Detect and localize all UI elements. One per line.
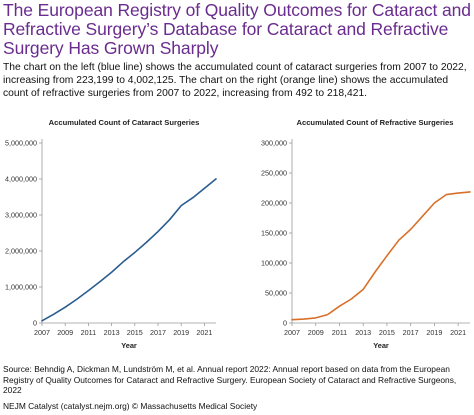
refractive-chart: Accumulated Count of Refractive Surgerie… [240,113,474,361]
chart-title: Accumulated Count of Cataract Surgeries [49,118,200,127]
series-line [291,191,471,321]
x-tick-label: 2021 [450,328,466,337]
series-line [41,178,217,322]
source-note: Source: Behndig A, Dickman M, Lundström … [3,364,457,396]
x-axis-label: Year [373,341,389,350]
x-tick-label: 2011 [81,328,96,337]
x-tick-label: 2017 [403,328,419,337]
y-tick-label: 0 [33,319,37,328]
x-tick-label: 2009 [57,328,73,337]
chart-title: Accumulated Count of Refractive Surgerie… [297,118,454,127]
x-tick-label: 2013 [355,328,371,337]
refractive-chart-svg: Accumulated Count of Refractive Surgerie… [261,118,471,350]
x-axis-label: Year [121,341,137,350]
x-tick-label: 2021 [196,328,212,337]
x-tick-label: 2013 [104,328,120,337]
y-tick-label: 1,000,000 [5,283,37,292]
x-tick-label: 2019 [426,328,442,337]
credit-line: NEJM Catalyst (catalyst.nejm.org) © Mass… [3,401,258,411]
y-tick-label: 3,000,000 [5,211,37,220]
y-tick-label: 2,000,000 [5,247,37,256]
y-tick-label: 200,000 [261,199,287,208]
y-tick-label: 300,000 [261,139,287,148]
x-tick-label: 2015 [127,328,143,337]
x-tick-label: 2011 [332,328,347,337]
x-tick-label: 2017 [150,328,166,337]
y-tick-label: 50,000 [265,289,287,298]
cataract-chart-svg: Accumulated Count of Cataract Surgeries 0… [5,118,217,350]
cataract-chart: Accumulated Count of Cataract Surgeries 0… [0,113,232,361]
page-title: The European Registry of Quality Outcome… [3,0,471,58]
y-tick-label: 150,000 [261,229,287,238]
y-tick-label: 250,000 [261,169,287,178]
chart-description: The chart on the left (blue line) shows … [3,62,467,100]
x-tick-label: 2019 [173,328,189,337]
y-tick-label: 0 [283,319,287,328]
x-tick-label: 2015 [379,328,395,337]
y-tick-label: 5,000,000 [5,139,37,148]
y-tick-label: 4,000,000 [5,175,37,184]
y-tick-label: 100,000 [261,259,287,268]
x-tick-label: 2009 [308,328,324,337]
x-tick-label: 2007 [34,328,50,337]
x-tick-label: 2007 [284,328,300,337]
